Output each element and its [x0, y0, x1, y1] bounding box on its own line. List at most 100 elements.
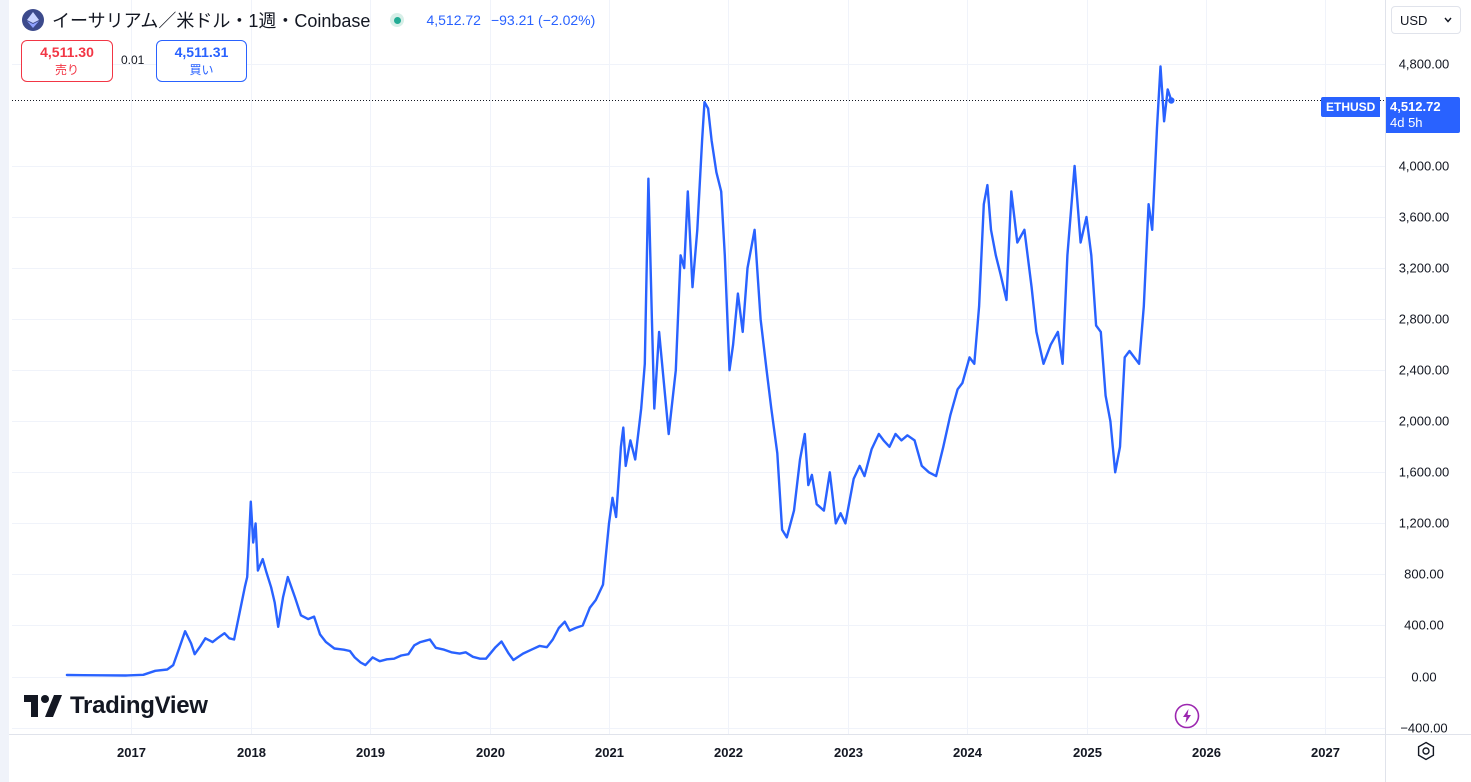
data-point	[343, 649, 345, 651]
data-point	[270, 586, 272, 588]
data-point	[840, 512, 842, 514]
data-point	[978, 305, 980, 307]
data-point	[216, 637, 218, 639]
data-point	[770, 407, 772, 410]
data-point	[419, 641, 421, 643]
plot-background	[0, 0, 1385, 782]
data-point	[1151, 229, 1153, 231]
data-point	[485, 658, 487, 660]
data-point	[878, 433, 880, 435]
data-point	[986, 184, 989, 186]
data-point	[754, 229, 756, 231]
data-point	[1035, 331, 1037, 333]
currency-select[interactable]: USD	[1391, 6, 1461, 34]
data-point	[252, 541, 254, 544]
chart-settings-icon[interactable]	[1416, 741, 1436, 761]
data-point	[465, 651, 467, 653]
data-point	[190, 642, 192, 645]
data-point	[530, 649, 533, 651]
data-point	[793, 510, 795, 512]
data-point	[683, 267, 685, 269]
data-point	[429, 638, 431, 641]
data-point	[500, 640, 503, 643]
data-point	[246, 576, 248, 578]
data-point	[737, 293, 739, 295]
data-point	[1128, 350, 1131, 352]
y-tick-label: −400.00	[1400, 721, 1447, 736]
data-point	[853, 478, 855, 480]
data-point	[863, 475, 866, 477]
tradingview-logo[interactable]: TradingView	[24, 692, 208, 720]
data-point	[644, 363, 646, 365]
data-point	[393, 658, 395, 660]
data-point	[166, 668, 168, 671]
data-point	[921, 465, 923, 467]
data-point	[1119, 446, 1121, 448]
last-price-tag-value: 4,512.72	[1390, 99, 1441, 114]
data-point	[990, 229, 992, 231]
x-tick-label: 2023	[834, 745, 863, 760]
spread-value: 0.01	[121, 53, 145, 67]
data-point	[379, 660, 381, 662]
data-point	[883, 439, 885, 441]
buy-label: 買い	[189, 63, 214, 77]
sell-price: 4,511.30	[40, 44, 94, 60]
lightning-icon[interactable]	[1174, 703, 1200, 729]
buy-button[interactable]: 4,511.31 買い	[156, 40, 247, 82]
data-point	[1050, 344, 1052, 346]
x-tick-label: 2021	[595, 745, 624, 760]
data-point	[675, 369, 677, 371]
data-point	[1080, 241, 1082, 244]
data-point	[1143, 305, 1145, 307]
data-point	[1100, 331, 1102, 333]
data-point	[574, 627, 577, 629]
data-point	[407, 653, 409, 655]
data-point	[608, 522, 610, 525]
data-point	[829, 471, 831, 473]
data-point	[223, 632, 226, 634]
data-point	[443, 649, 445, 651]
x-tick-label: 2017	[117, 745, 146, 760]
data-point	[319, 633, 321, 636]
data-point	[1066, 254, 1068, 256]
tradingview-logo-text: TradingView	[70, 692, 208, 719]
y-tick-label: 800.00	[1404, 567, 1444, 582]
data-point	[450, 651, 452, 653]
data-point	[724, 254, 726, 256]
data-point	[595, 599, 597, 601]
data-point	[687, 190, 689, 193]
data-point	[1042, 363, 1045, 365]
data-point	[622, 427, 624, 429]
data-point	[894, 433, 897, 435]
data-point	[816, 503, 818, 505]
data-point	[728, 369, 731, 371]
data-point	[701, 139, 703, 141]
x-tick-label: 2026	[1192, 745, 1221, 760]
data-point	[1062, 363, 1064, 365]
data-point	[1133, 356, 1135, 358]
price-series-line	[65, 65, 1173, 677]
data-point	[424, 640, 426, 642]
data-point	[973, 363, 975, 365]
data-point	[680, 254, 682, 256]
data-point	[250, 501, 252, 503]
market-status-icon[interactable]	[390, 13, 405, 27]
data-point	[372, 656, 374, 659]
data-point	[479, 658, 481, 660]
y-tick-label: 400.00	[1404, 618, 1444, 633]
data-point	[589, 607, 591, 609]
data-point	[703, 101, 706, 103]
data-point	[1167, 88, 1169, 90]
chevron-down-icon	[1444, 17, 1452, 23]
data-point	[522, 653, 524, 655]
sell-button[interactable]: 4,511.30 売り	[21, 40, 113, 82]
data-point	[1090, 254, 1092, 256]
data-point	[871, 448, 873, 450]
sell-label: 売り	[54, 63, 79, 77]
data-point	[781, 529, 783, 531]
data-point	[983, 203, 985, 205]
data-point	[658, 331, 660, 333]
symbol-title[interactable]: イーサリアム／米ドル・1週・Coinbase	[52, 11, 371, 31]
